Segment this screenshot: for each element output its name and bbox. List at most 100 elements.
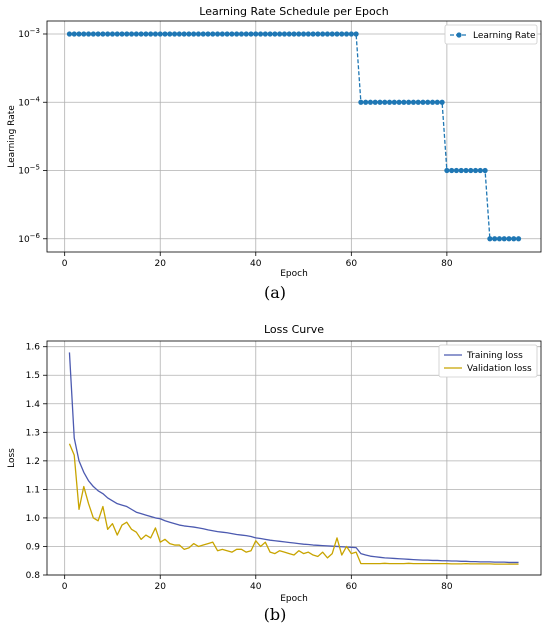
- data-point: [128, 31, 135, 37]
- data-point: [171, 31, 178, 37]
- data-point: [81, 31, 87, 37]
- data-point: [267, 31, 273, 37]
- data-point: [105, 31, 111, 37]
- data-point: [439, 99, 445, 105]
- y-tick-label: 1.0: [26, 514, 41, 524]
- data-point: [315, 31, 321, 37]
- x-tick-label: 60: [346, 259, 358, 269]
- series-line-0: [69, 33, 519, 240]
- data-point: [496, 236, 503, 242]
- data-point: [253, 31, 259, 37]
- data-point: [133, 31, 139, 37]
- data-point: [272, 31, 278, 37]
- data-point: [234, 31, 240, 37]
- data-point: [339, 31, 345, 37]
- x-tick-label: 20: [155, 259, 167, 269]
- data-point: [300, 31, 307, 37]
- data-point: [286, 31, 292, 37]
- data-point: [162, 31, 168, 37]
- x-axis-label: Epoch: [280, 269, 308, 279]
- y-tick-label: 0.9: [26, 542, 41, 552]
- y-tick-label-exponent: −5: [30, 164, 40, 172]
- data-point: [487, 236, 493, 242]
- x-tick-label: 40: [250, 259, 262, 269]
- y-tick-label: 1.5: [26, 371, 40, 381]
- panel-label-a: (a): [263, 283, 287, 302]
- data-point: [143, 31, 149, 37]
- chart-title: Learning Rate Schedule per Epoch: [199, 5, 388, 18]
- data-point: [248, 31, 254, 37]
- y-tick-label-base: 10: [18, 167, 30, 177]
- y-tick-label-exponent: −3: [30, 27, 40, 35]
- data-point: [152, 31, 159, 37]
- y-tick-label: 1.3: [26, 428, 40, 438]
- data-point: [463, 167, 469, 174]
- y-tick-label: 10−5: [18, 164, 40, 177]
- x-tick-label: 40: [250, 582, 262, 592]
- panel-label-b: (b): [263, 605, 287, 624]
- data-point: [114, 31, 120, 37]
- data-point: [100, 31, 106, 37]
- x-tick-label: 80: [441, 259, 453, 269]
- data-point: [214, 31, 221, 37]
- data-point: [124, 31, 130, 37]
- data-point: [95, 31, 101, 37]
- data-point: [511, 236, 517, 242]
- data-point: [444, 167, 450, 174]
- data-point: [262, 31, 268, 37]
- data-point: [229, 31, 235, 37]
- data-point: [382, 99, 388, 105]
- legend-label: Learning Rate: [473, 31, 536, 41]
- data-point: [425, 99, 431, 105]
- y-axis-label: Learning Rate: [7, 105, 17, 168]
- data-point: [176, 31, 182, 37]
- data-point: [353, 31, 359, 37]
- data-point: [195, 31, 202, 37]
- data-point: [90, 31, 96, 37]
- data-point: [329, 31, 335, 37]
- series-line-0: [68, 352, 519, 564]
- data-point: [434, 99, 440, 105]
- y-tick-label: 1.1: [26, 485, 40, 495]
- data-point: [348, 31, 354, 37]
- data-point: [238, 31, 245, 37]
- data-point: [71, 31, 77, 37]
- data-point: [320, 31, 326, 37]
- y-tick-label: 10−4: [18, 95, 40, 108]
- y-tick-label-base: 10: [18, 235, 30, 245]
- series-line-1: [68, 443, 519, 565]
- data-point: [186, 31, 192, 37]
- legend-marker: [456, 32, 462, 38]
- legend-box: [438, 344, 538, 378]
- loss-chart: Loss Curve 0 20 40 60 80 0.8 0.9 1.0 1.1 1.2 1.3 1.4…: [7, 323, 542, 604]
- y-tick-label: 10−3: [18, 27, 40, 40]
- data-point: [482, 167, 488, 174]
- data-point: [291, 31, 297, 37]
- data-point: [415, 99, 421, 105]
- data-point: [391, 99, 397, 105]
- y-tick-label: 1.2: [26, 457, 40, 467]
- plot-frame: [46, 20, 542, 253]
- data-point: [372, 99, 378, 105]
- y-tick-label: 1.6: [26, 343, 41, 353]
- data-point: [501, 236, 507, 242]
- data-point: [296, 31, 302, 37]
- legend-label: Validation loss: [467, 364, 532, 374]
- data-point: [324, 31, 331, 37]
- data-point: [377, 99, 383, 105]
- data-point: [492, 236, 498, 242]
- chart-title: Loss Curve: [264, 323, 324, 336]
- data-point: [257, 31, 264, 37]
- y-tick-label: 10−6: [18, 232, 40, 245]
- data-point: [157, 31, 163, 37]
- data-point: [210, 31, 216, 37]
- data-point: [515, 236, 522, 242]
- y-tick-label-base: 10: [18, 30, 30, 40]
- legend-box: [444, 24, 538, 45]
- data-point: [66, 31, 73, 37]
- data-point: [363, 99, 369, 105]
- x-tick-label: 80: [441, 582, 453, 592]
- data-point: [477, 167, 483, 174]
- data-point: [200, 31, 206, 37]
